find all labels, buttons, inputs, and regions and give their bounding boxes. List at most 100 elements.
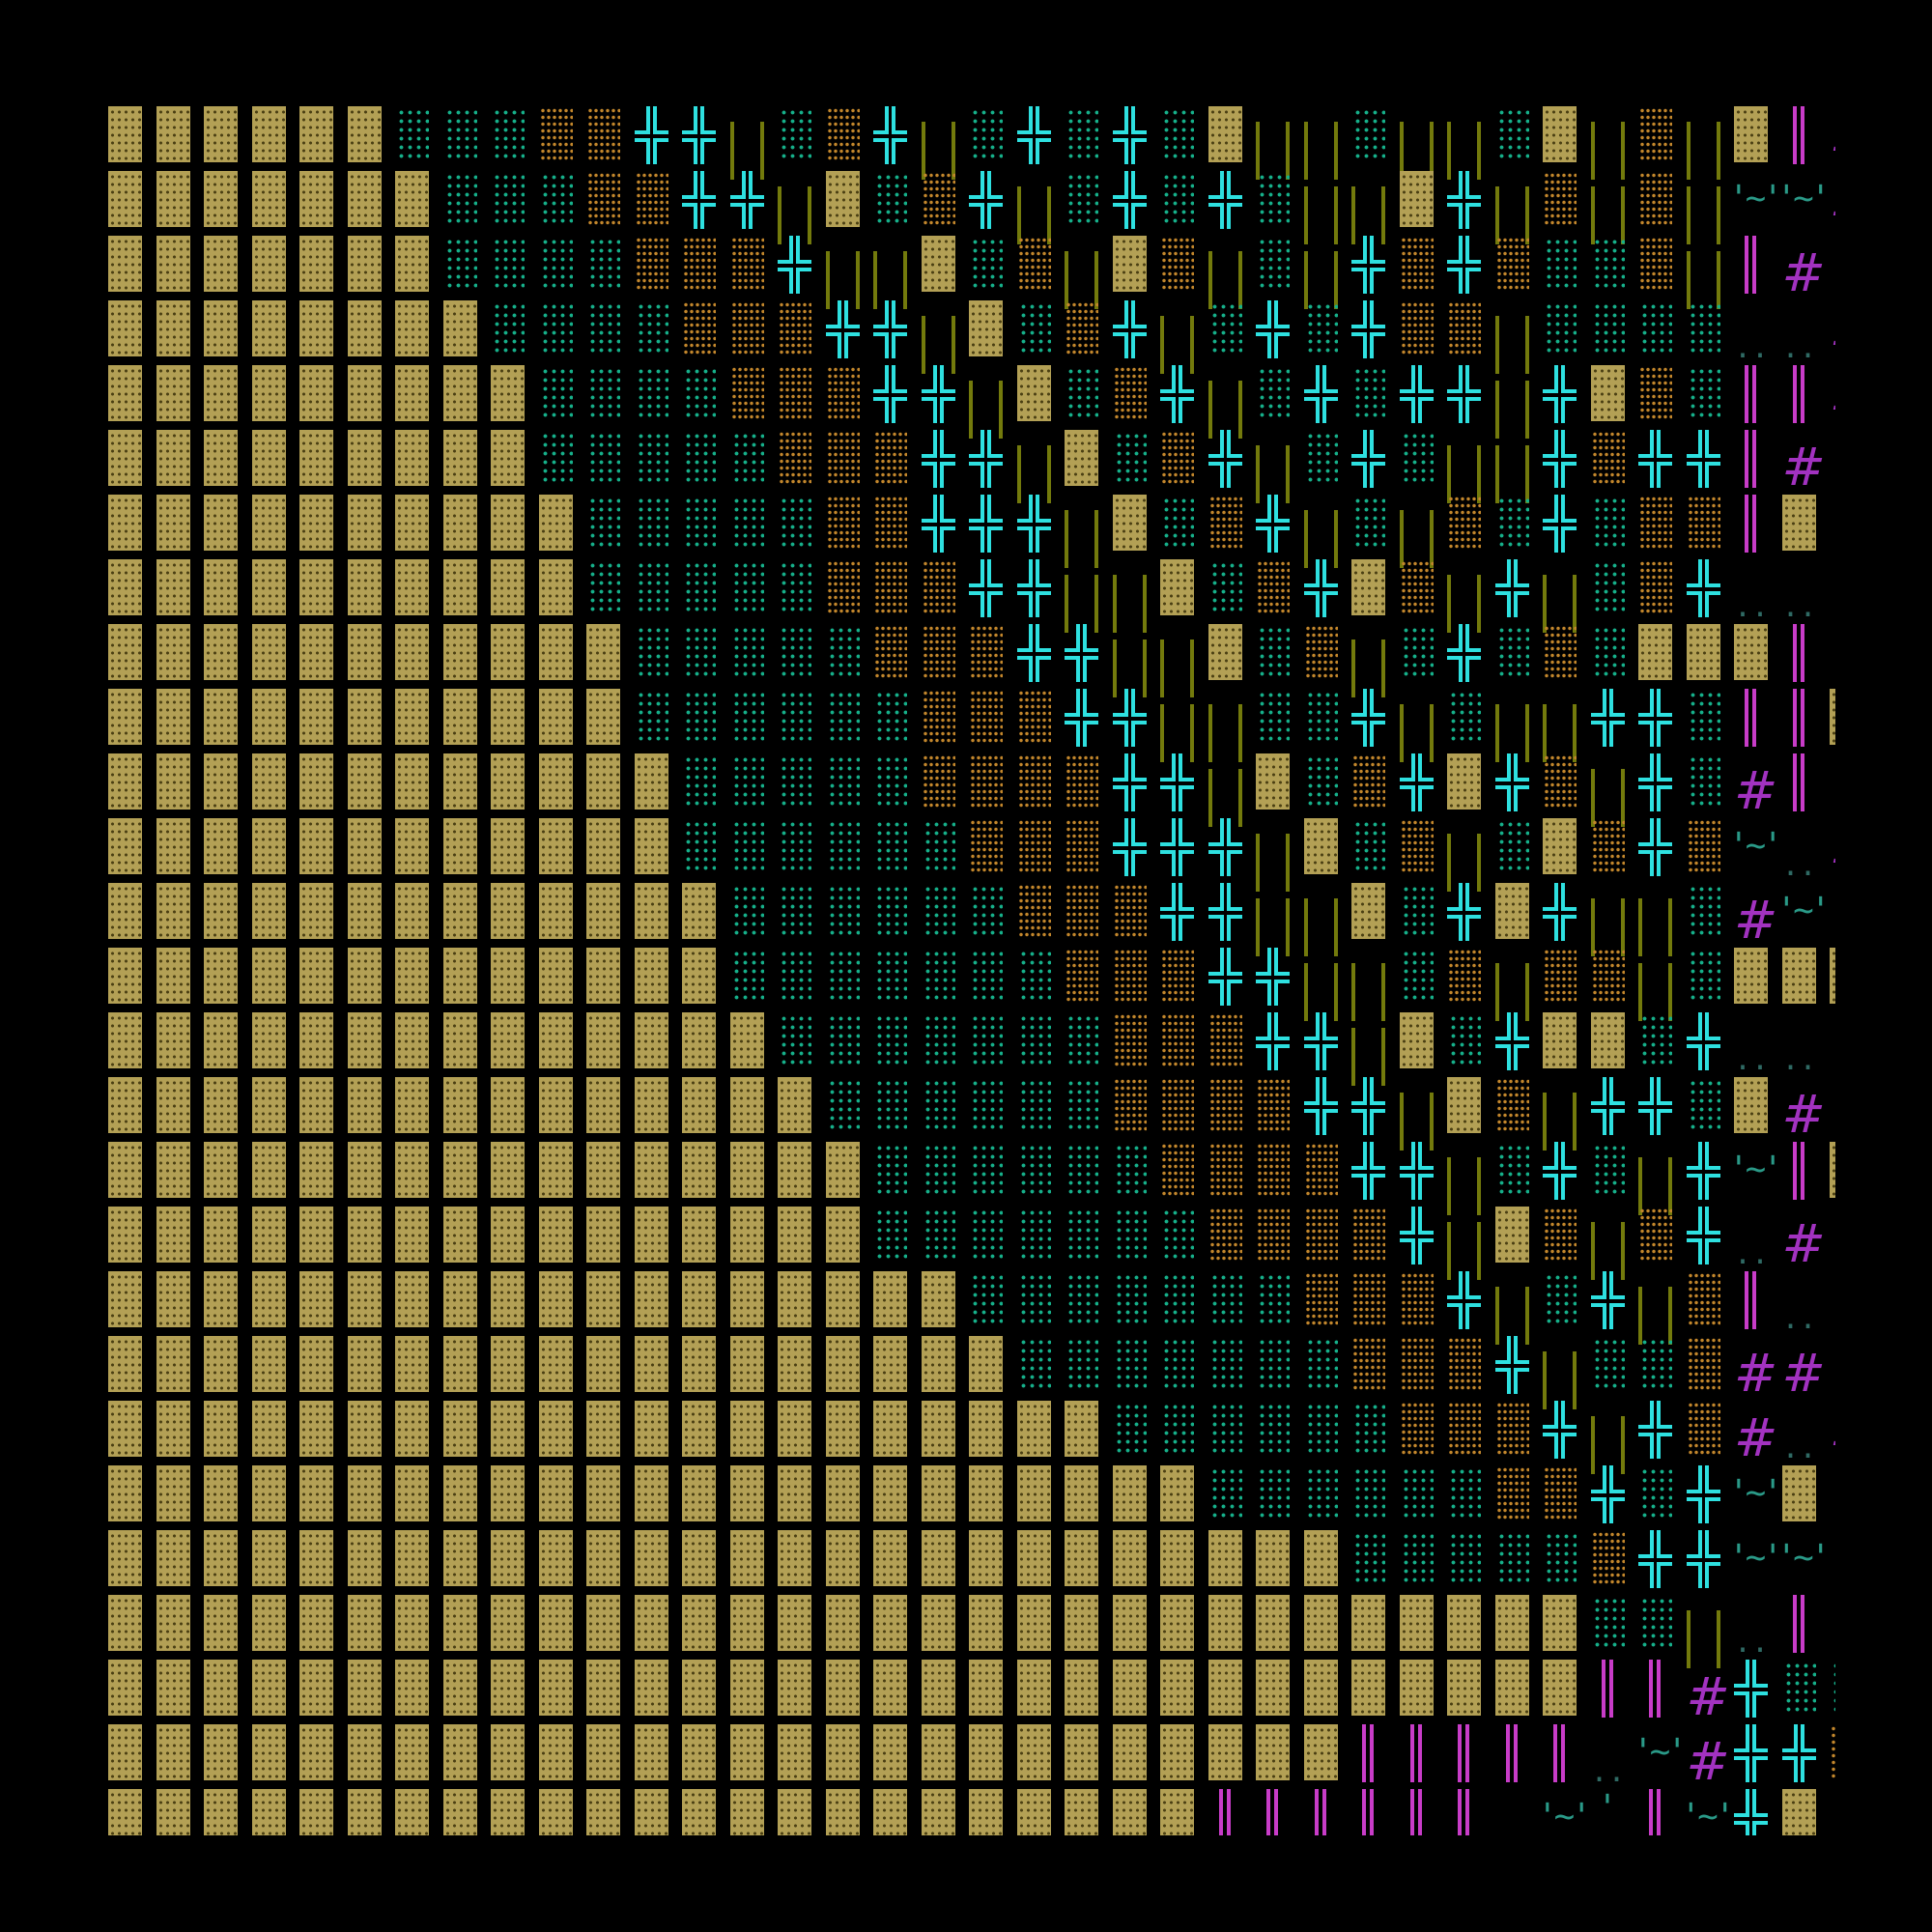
map-tile-water-wave: '~' (1728, 1538, 1783, 1577)
map-tile-wall (682, 1724, 716, 1780)
map-tile-wall (108, 753, 142, 810)
map-tile-wall (108, 1530, 142, 1586)
map-tile-wall (108, 495, 142, 551)
map-tile-cross-junction (1112, 818, 1147, 876)
map-tile-cross-junction (1399, 365, 1434, 423)
map-tile-wall (1160, 1724, 1194, 1780)
map-tile-dots: .. (1734, 1043, 1770, 1077)
map-tile-wall (825, 1465, 860, 1521)
map-tile-green-dotted-floor (1208, 300, 1242, 356)
map-tile-green-dotted-floor (1543, 1530, 1577, 1586)
map-tile-wall (347, 495, 382, 551)
map-tile-wall (1065, 1789, 1098, 1835)
map-tile-wall (538, 495, 573, 551)
map-tile-cross-junction (1256, 300, 1290, 358)
map-tile-wall (204, 495, 238, 551)
map-tile-green-dotted-floor (1112, 1401, 1147, 1457)
map-tile-wall (347, 559, 382, 615)
map-tile-wall (156, 236, 190, 292)
map-tile-wall (825, 1336, 860, 1392)
map-tile-orange-dotted-floor (1303, 1271, 1338, 1327)
map-tile-green-dotted-floor (873, 1077, 907, 1133)
map-tile-green-dotted-floor (1208, 1271, 1242, 1327)
map-tile-cross-junction (1112, 300, 1147, 358)
map-tile-wall (921, 1271, 955, 1327)
map-tile-wall (395, 300, 429, 356)
map-tile-olive-pillar (1351, 186, 1385, 244)
map-tile-water-tick: ' (1830, 236, 1835, 292)
map-tile-cross-junction (1112, 171, 1147, 229)
map-tile-wall (538, 624, 573, 680)
map-tile-cross-junction (1256, 495, 1290, 553)
map-tile-dots: .. (1781, 1043, 1817, 1077)
map-tile-green-dotted-floor (634, 495, 668, 551)
map-tile-olive-pillar (1208, 251, 1242, 309)
map-tile-cross-junction (1303, 1077, 1338, 1135)
map-tile-green-dotted-floor (729, 430, 764, 486)
map-tile-cross-junction (1686, 1012, 1720, 1070)
map-tile-wall (347, 171, 382, 227)
map-tile-wall (778, 1789, 811, 1835)
map-tile-wall (586, 1530, 620, 1586)
map-tile-wall (347, 883, 382, 939)
map-tile-wall (634, 1271, 668, 1327)
map-tile-magenta-double-bar (1649, 1660, 1661, 1718)
map-tile-wall (204, 1012, 238, 1068)
map-tile-green-dotted-floor (969, 1012, 1003, 1068)
map-tile-cross-junction (1686, 1530, 1720, 1588)
map-tile-green-dotted-floor (1065, 365, 1098, 421)
map-tile-wall (299, 948, 333, 1004)
map-tile-wall (586, 1012, 620, 1068)
map-tile-wall (491, 1077, 525, 1133)
map-tile-wall (251, 236, 286, 292)
map-tile-orange-dotted-floor (634, 236, 668, 292)
map-tile-cross-junction (1494, 559, 1529, 617)
map-tile-green-dotted-floor (921, 1207, 955, 1263)
map-tile-wall (108, 1336, 142, 1392)
map-tile-wall (586, 1207, 620, 1263)
map-tile-orange-dotted-floor (778, 430, 811, 486)
map-tile-green-dotted-floor (1160, 1271, 1194, 1327)
map-tile-wall (156, 883, 190, 939)
map-tile-wall (204, 1724, 238, 1780)
map-tile-dots: .. (1830, 1077, 1835, 1145)
map-tile-green-dotted-floor (1160, 1336, 1194, 1392)
map-tile-green-dotted-floor (1303, 1465, 1338, 1521)
map-tile-olive-pillar (969, 381, 1003, 439)
map-tile-wall (442, 818, 477, 874)
map-tile-wall (491, 753, 525, 810)
map-tile-olive-pillar (1494, 704, 1529, 762)
map-tile-wall (442, 948, 477, 1004)
map-tile-wall (347, 430, 382, 486)
map-tile-green-dotted-floor (1065, 1142, 1098, 1198)
map-tile-wall (156, 689, 190, 745)
map-tile-cross-junction (1208, 883, 1242, 941)
map-tile-green-dotted-floor (921, 883, 955, 939)
map-tile-magenta-double-bar (1792, 753, 1804, 811)
map-tile-olive-pillar (1590, 186, 1625, 244)
map-tile-green-dotted-floor (586, 495, 620, 551)
map-tile-magenta-double-bar (1409, 1724, 1422, 1782)
map-tile-wall (347, 753, 382, 810)
map-tile-water-wave: '~' (1728, 1150, 1783, 1189)
map-tile-orange-dotted-floor (1160, 430, 1194, 486)
map-tile-dots: .. (1781, 1432, 1817, 1465)
map-tile-olive-pillar (1399, 510, 1434, 568)
map-tile-wall (1543, 106, 1577, 162)
map-tile-wall (1065, 1530, 1098, 1586)
map-tile-wall (108, 171, 142, 227)
map-tile-wall (299, 1077, 333, 1133)
map-tile-olive-pillar (1351, 639, 1385, 697)
map-tile-green-dotted-floor (1590, 1142, 1625, 1198)
map-tile-wall (204, 1142, 238, 1198)
map-tile-wall (1399, 1660, 1434, 1716)
map-tile-orange-dotted-floor (1638, 1207, 1672, 1263)
map-tile-wall (969, 1401, 1003, 1457)
map-tile-wall (442, 1789, 477, 1835)
map-tile-wall (1112, 1595, 1147, 1651)
map-tile-cross-junction (1447, 365, 1481, 423)
map-tile-purple-hash: # (1686, 1666, 1730, 1727)
map-tile-wall (634, 1595, 668, 1651)
map-tile-wall (1208, 1660, 1242, 1716)
map-tile-cross-junction (1590, 689, 1625, 747)
